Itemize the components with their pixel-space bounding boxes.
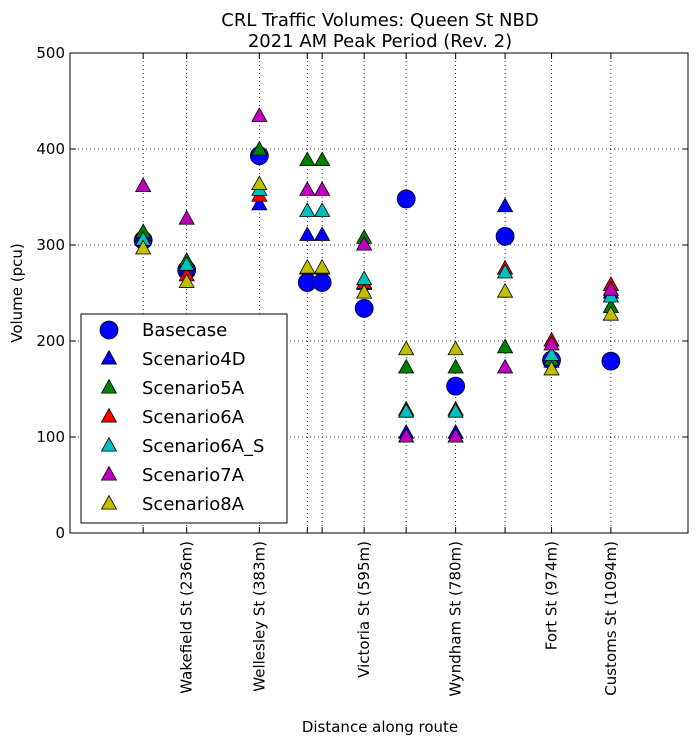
data-point xyxy=(398,427,415,443)
data-point xyxy=(496,358,514,374)
data-point xyxy=(178,209,195,225)
data-point xyxy=(543,346,560,361)
legend-label: Scenario6A xyxy=(142,407,245,428)
data-point xyxy=(251,195,268,211)
y-tick-label: 500 xyxy=(36,44,65,62)
data-point xyxy=(178,273,195,288)
data-point xyxy=(299,181,316,196)
series-scenario8a xyxy=(134,175,620,376)
data-point xyxy=(355,270,373,286)
legend-marker xyxy=(100,378,118,394)
data-point xyxy=(355,283,373,299)
data-point xyxy=(134,239,152,255)
data-point xyxy=(251,107,268,122)
data-point xyxy=(299,258,316,274)
legend-marker xyxy=(100,349,118,365)
x-tick-label: Wyndham St (780m) xyxy=(447,541,465,697)
legend-label: Basecase xyxy=(142,320,227,341)
legend-label: Scenario8A xyxy=(142,494,245,515)
data-point xyxy=(299,202,316,217)
legend-label: Scenario5A xyxy=(142,378,245,399)
data-point xyxy=(496,282,514,298)
y-tick-label: 400 xyxy=(36,140,65,158)
legend-marker xyxy=(100,407,118,423)
data-point xyxy=(178,255,195,271)
data-point xyxy=(447,358,464,374)
data-point xyxy=(313,202,331,217)
legend-label: Scenario6A_S xyxy=(142,436,264,457)
plot-frame xyxy=(69,52,689,534)
x-tick-label: Victoria St (595m) xyxy=(355,541,373,678)
chart-title-line1: CRL Traffic Volumes: Queen St NBD xyxy=(221,10,538,31)
data-point xyxy=(251,140,268,156)
legend: Basecase Scenario4D Scenario5A Scenario6A Sc… xyxy=(80,313,288,524)
data-point xyxy=(602,305,620,321)
x-axis-label: Distance along route xyxy=(302,718,458,736)
legend-marker xyxy=(99,320,119,340)
data-point xyxy=(313,226,331,241)
y-tick-label: 100 xyxy=(36,428,65,446)
data-point xyxy=(355,235,373,251)
data-point xyxy=(312,273,332,292)
y-tick-label: 300 xyxy=(36,236,65,254)
y-tick-label: 200 xyxy=(36,332,65,350)
data-point xyxy=(313,258,331,274)
x-tick-label: Fort St (974m) xyxy=(543,541,561,650)
data-point xyxy=(447,427,464,443)
data-point xyxy=(446,376,466,396)
data-point xyxy=(543,360,560,376)
legend-marker xyxy=(100,436,118,452)
legend-marker xyxy=(100,465,118,481)
data-point xyxy=(313,181,331,196)
y-tick-label: 0 xyxy=(55,524,65,542)
data-point xyxy=(313,151,331,167)
data-point xyxy=(299,151,316,167)
data-point xyxy=(396,189,416,209)
y-axis-label: Volume (pcu) xyxy=(8,243,26,343)
legend-box xyxy=(80,313,288,524)
data-point xyxy=(398,340,415,356)
legend-label: Scenario4D xyxy=(142,349,246,370)
data-point xyxy=(601,351,621,371)
data-point xyxy=(251,175,268,191)
ticks-layer: 0 100 200 300 400 500 Wakefield St (236m) Welle… xyxy=(36,44,688,697)
legend-label: Scenario7A xyxy=(142,465,245,486)
data-point xyxy=(134,177,152,192)
x-tick-label: Wellesley St (383m) xyxy=(250,541,268,692)
data-point xyxy=(398,358,415,374)
series-scenario7a xyxy=(134,107,620,443)
data-point xyxy=(354,298,374,318)
x-tick-label: Customs St (1094m) xyxy=(602,541,620,696)
legend-marker xyxy=(100,494,118,510)
data-point xyxy=(543,335,560,351)
data-point xyxy=(496,338,514,354)
x-tick-label: Wakefield St (236m) xyxy=(178,541,196,694)
data-point xyxy=(602,280,620,296)
data-point xyxy=(496,263,514,279)
chart-title-line2: 2021 AM Peak Period (Rev. 2) xyxy=(248,31,512,52)
data-point xyxy=(299,226,316,241)
data-point xyxy=(496,197,514,213)
data-point xyxy=(447,402,464,418)
marks-layer xyxy=(133,107,621,443)
data-point xyxy=(447,340,464,356)
data-point xyxy=(398,402,415,418)
data-point xyxy=(495,226,515,246)
